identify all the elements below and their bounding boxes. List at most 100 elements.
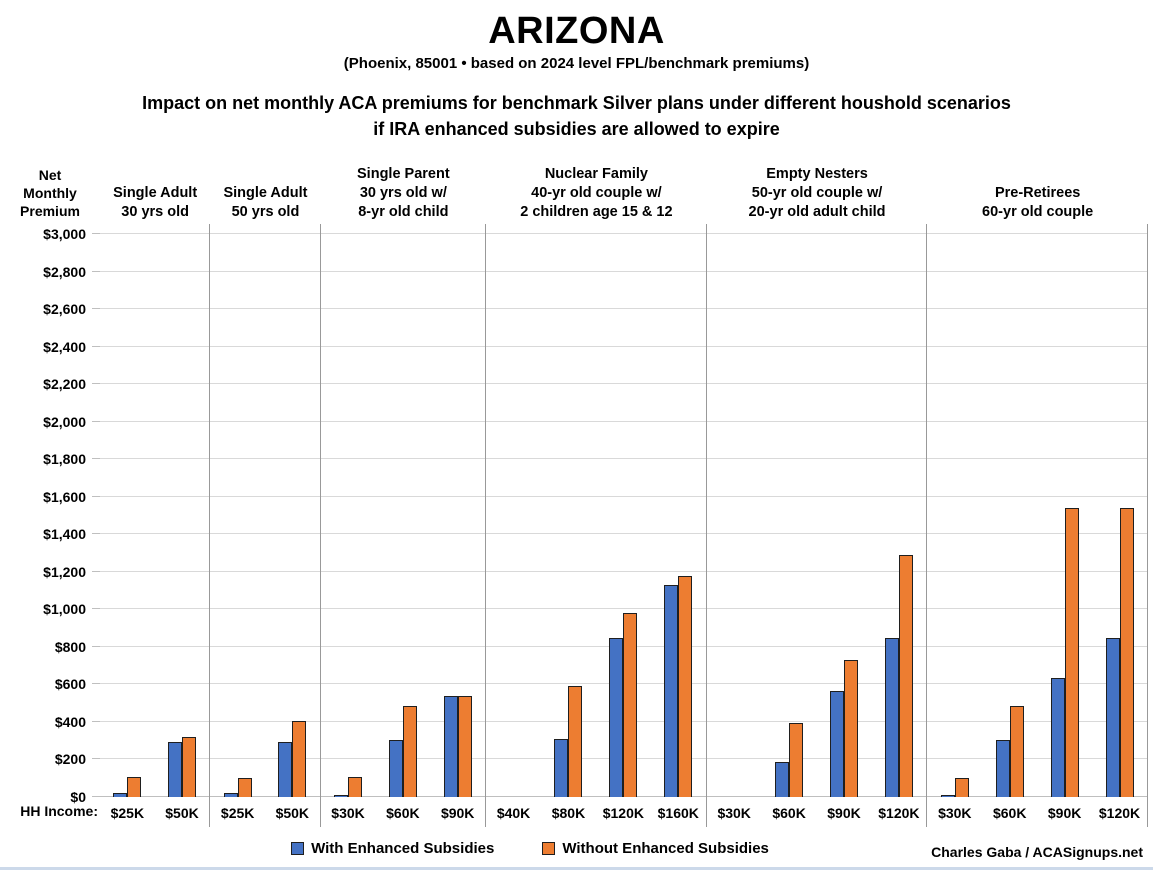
scenario-header: Nuclear Family 40-yr old couple w/2 child… [486, 152, 707, 224]
y-tick-label: $2,000 [43, 413, 86, 430]
income-labels-row: $30K $60K $90K [321, 797, 487, 827]
income-label: $40K [496, 805, 531, 821]
scenario-group: Nuclear Family 40-yr old couple w/2 child… [486, 152, 707, 827]
scenario-header-line: 30 yrs old w/ [359, 185, 447, 201]
scenario-header-line: 40-yr old couple w/ [531, 185, 662, 201]
income-label: $160K [657, 805, 699, 821]
scenario-header-line: Single Parent [357, 166, 450, 182]
bar-slot [375, 706, 430, 797]
income-label: $90K [827, 805, 861, 821]
bar-without-subsidies [292, 721, 307, 797]
income-label: $30K [938, 805, 972, 821]
income-labels-row: $25K $50K [100, 797, 211, 827]
bar-with-subsidies [995, 739, 1010, 797]
bar-slot [871, 554, 926, 797]
bar-without-subsidies [181, 736, 196, 797]
y-tick-label: $200 [54, 751, 86, 768]
bar-without-subsidies [954, 778, 969, 797]
credit-attribution: Charles Gaba / ACASignups.net [931, 844, 1143, 860]
bar-pair [940, 778, 969, 797]
y-tick-label: $1,600 [43, 488, 86, 505]
scenario-plot [486, 224, 707, 797]
bar-pair [664, 575, 693, 797]
bar-without-subsidies [843, 660, 858, 797]
scenario-header-line: Empty Nesters [766, 166, 868, 182]
legend-item-without-enhanced: Without Enhanced Subsidies [542, 840, 769, 857]
bar-pair [223, 778, 252, 797]
bar-with-subsidies [554, 738, 569, 797]
scenario-plot [321, 224, 487, 797]
bar-with-subsidies [167, 741, 182, 797]
gridline [100, 420, 1148, 422]
y-tick-label: $1,200 [43, 563, 86, 580]
bar-pair [829, 660, 858, 797]
bar-with-subsidies [223, 793, 238, 797]
bar-with-subsidies [609, 637, 624, 797]
income-label: $50K [275, 805, 310, 821]
bar-with-subsidies [443, 695, 458, 797]
bar-pair [278, 721, 307, 797]
bar-with-subsidies [664, 584, 679, 797]
bar-with-subsidies [940, 795, 955, 797]
bar-slot [100, 777, 155, 797]
gridline [100, 570, 1148, 572]
bar-with-subsidies [884, 637, 899, 797]
scenario-group: Pre-Retirees 60-yr old couple $30K $60K $90K… [927, 152, 1148, 827]
bar-with-subsidies [829, 691, 844, 797]
y-tick-mark [92, 270, 100, 272]
scenario-header-line: Nuclear Family [544, 166, 648, 182]
bar-without-subsidies [127, 777, 142, 797]
legend-label: With Enhanced Subsidies [311, 840, 495, 857]
bar-slot [541, 686, 596, 797]
bar-slot [321, 777, 376, 797]
y-tick-label: $2,200 [43, 376, 86, 393]
bar-pair [334, 777, 363, 797]
y-tick-mark [92, 683, 100, 685]
gridline [100, 383, 1148, 385]
bar-pair [995, 706, 1024, 797]
bar-with-subsidies [1050, 677, 1065, 797]
y-tick-label: $600 [54, 676, 86, 693]
y-tick-label: $1,800 [43, 451, 86, 468]
bar-without-subsidies [623, 613, 638, 797]
bar-slot [155, 736, 210, 797]
scenario-header-line: 50 yrs old [231, 204, 300, 220]
bar-without-subsidies [1009, 706, 1024, 797]
bar-slot [430, 695, 485, 797]
legend-label: Without Enhanced Subsidies [562, 840, 769, 857]
gridline [100, 458, 1148, 460]
bar-pair [609, 613, 638, 797]
scenario-header-line: 30 yrs old [121, 204, 189, 220]
chart-title: ARIZONA [488, 10, 665, 52]
y-tick-mark [92, 345, 100, 347]
y-tick-label: $3,000 [43, 226, 86, 242]
bar-without-subsidies [237, 778, 252, 797]
bar-without-subsidies [1064, 508, 1079, 797]
bar-pair [113, 777, 142, 797]
y-axis-title-line: Monthly [23, 185, 77, 201]
y-tick-mark [92, 608, 100, 610]
y-tick-mark [92, 796, 100, 797]
y-tick-mark [92, 570, 100, 572]
scenario-group: Single Adult 30 yrs old $25K $50K [100, 152, 211, 827]
bar-with-subsidies [113, 793, 128, 797]
income-label: $25K [220, 805, 255, 821]
income-label: $120K [1098, 805, 1141, 821]
bar-without-subsidies [348, 777, 363, 797]
y-tick-label: $1,000 [43, 601, 86, 618]
scenario-group: Empty Nesters 50-yr old couple w/20-yr ol… [707, 152, 928, 827]
scenario-header-line: Pre-Retirees [994, 185, 1081, 201]
scenario-group: Single Parent 30 yrs old w/8-yr old child… [321, 152, 487, 827]
y-tick-mark [92, 233, 100, 234]
scenario-header-line: 2 children age 15 & 12 [520, 204, 673, 220]
gridline [100, 533, 1148, 535]
bar-slot [210, 778, 265, 797]
chart-subtitle: (Phoenix, 85001 • based on 2024 level FP… [343, 55, 810, 72]
scenario-header: Empty Nesters 50-yr old couple w/20-yr ol… [707, 152, 928, 224]
bar-without-subsidies [402, 706, 417, 797]
bar-slot [265, 721, 320, 797]
heading-line-1: Impact on net monthly ACA premiums for b… [142, 93, 1011, 113]
bar-slot [927, 778, 982, 797]
scenario-header: Single Adult 50 yrs old [210, 152, 320, 224]
